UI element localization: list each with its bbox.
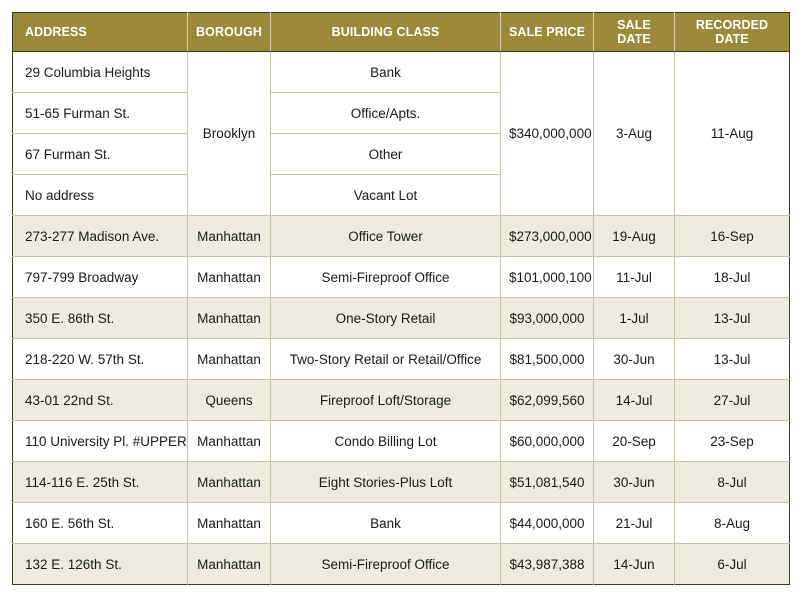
cell-recorded-date: 16-Sep [674,215,790,257]
cell-recorded-date: 6-Jul [674,543,790,585]
table-row: 114-116 E. 25th St. Manhattan Eight Stor… [12,461,790,503]
table-row: 160 E. 56th St. Manhattan Bank $44,000,0… [12,502,790,544]
cell-borough: Manhattan [187,256,271,298]
cell-sale-date: 30-Jun [593,461,675,503]
cell-recorded-date: 13-Jul [674,297,790,339]
cell-sale-date: 20-Sep [593,420,675,462]
table-row: 350 E. 86th St. Manhattan One-Story Reta… [12,297,790,339]
cell-borough: Manhattan [187,215,271,257]
cell-sale-date: 1-Jul [593,297,675,339]
cell-building-class: Eight Stories-Plus Loft [270,461,501,503]
cell-building-class: Office Tower [270,215,501,257]
cell-recorded-date: 18-Jul [674,256,790,298]
table-header-row: ADDRESS BOROUGH BUILDING CLASS SALE PRIC… [12,12,790,52]
cell-address: 67 Furman St. [12,133,188,175]
cell-building-class: Bank [270,51,501,93]
cell-building-class: Other [270,133,501,175]
cell-sale-price: $43,987,388 [500,543,594,585]
cell-borough: Manhattan [187,461,271,503]
cell-recorded-date: 23-Sep [674,420,790,462]
table-row: 67 Furman St. Other [12,133,790,175]
cell-building-class: Semi-Fireproof Office [270,256,501,298]
table-row: 273-277 Madison Ave. Manhattan Office To… [12,215,790,257]
cell-borough: Manhattan [187,297,271,339]
cell-recorded-date: 8-Aug [674,502,790,544]
cell-sale-date: 14-Jul [593,379,675,421]
table-row: 110 University Pl. #UPPER Manhattan Cond… [12,420,790,462]
cell-building-class: One-Story Retail [270,297,501,339]
table-row: No address Vacant Lot [12,174,790,216]
table-row: 43-01 22nd St. Queens Fireproof Loft/Sto… [12,379,790,421]
cell-building-class: Fireproof Loft/Storage [270,379,501,421]
cell-sale-date: 19-Aug [593,215,675,257]
header-address: ADDRESS [12,12,188,52]
header-recorded-date: RECORDED DATE [674,12,790,52]
cell-address: 43-01 22nd St. [12,379,188,421]
table-row: 132 E. 126th St. Manhattan Semi-Fireproo… [12,543,790,585]
header-building-class: BUILDING CLASS [270,12,501,52]
cell-recorded-date: 11-Aug [674,51,790,216]
cell-address: 797-799 Broadway [12,256,188,298]
cell-borough: Brooklyn [187,51,271,216]
table-row: 51-65 Furman St. Office/Apts. [12,92,790,134]
property-sales-table: ADDRESS BOROUGH BUILDING CLASS SALE PRIC… [12,12,790,585]
sales-table-container: ADDRESS BOROUGH BUILDING CLASS SALE PRIC… [12,12,790,585]
cell-sale-price: $93,000,000 [500,297,594,339]
cell-sale-price: $62,099,560 [500,379,594,421]
table-row: 218-220 W. 57th St. Manhattan Two-Story … [12,338,790,380]
cell-building-class: Office/Apts. [270,92,501,134]
cell-borough: Manhattan [187,338,271,380]
cell-sale-date: 11-Jul [593,256,675,298]
cell-borough: Manhattan [187,502,271,544]
cell-recorded-date: 27-Jul [674,379,790,421]
cell-sale-price: $273,000,000 [500,215,594,257]
cell-sale-date: 21-Jul [593,502,675,544]
cell-sale-price: $44,000,000 [500,502,594,544]
cell-sale-price: $340,000,000 [500,51,594,216]
cell-address: 51-65 Furman St. [12,92,188,134]
cell-sale-date: 14-Jun [593,543,675,585]
cell-address: 218-220 W. 57th St. [12,338,188,380]
cell-address: 350 E. 86th St. [12,297,188,339]
cell-address: 114-116 E. 25th St. [12,461,188,503]
cell-borough: Manhattan [187,543,271,585]
cell-address: No address [12,174,188,216]
cell-address: 160 E. 56th St. [12,502,188,544]
cell-address: 29 Columbia Heights [12,51,188,93]
cell-sale-date: 30-Jun [593,338,675,380]
cell-sale-price: $101,000,100 [500,256,594,298]
table-row: 29 Columbia Heights Brooklyn Bank $340,0… [12,51,790,216]
cell-sale-price: $81,500,000 [500,338,594,380]
header-sale-date: SALE DATE [593,12,675,52]
cell-sale-price: $51,081,540 [500,461,594,503]
cell-address: 132 E. 126th St. [12,543,188,585]
cell-building-class: Bank [270,502,501,544]
cell-recorded-date: 8-Jul [674,461,790,503]
cell-building-class: Semi-Fireproof Office [270,543,501,585]
header-sale-price: SALE PRICE [500,12,594,52]
cell-recorded-date: 13-Jul [674,338,790,380]
cell-building-class: Vacant Lot [270,174,501,216]
cell-building-class: Two-Story Retail or Retail/Office [270,338,501,380]
cell-address: 273-277 Madison Ave. [12,215,188,257]
header-borough: BOROUGH [187,12,271,52]
cell-address: 110 University Pl. #UPPER [12,420,188,462]
cell-building-class: Condo Billing Lot [270,420,501,462]
cell-sale-date: 3-Aug [593,51,675,216]
cell-borough: Manhattan [187,420,271,462]
cell-sale-price: $60,000,000 [500,420,594,462]
table-row: 797-799 Broadway Manhattan Semi-Fireproo… [12,256,790,298]
cell-borough: Queens [187,379,271,421]
